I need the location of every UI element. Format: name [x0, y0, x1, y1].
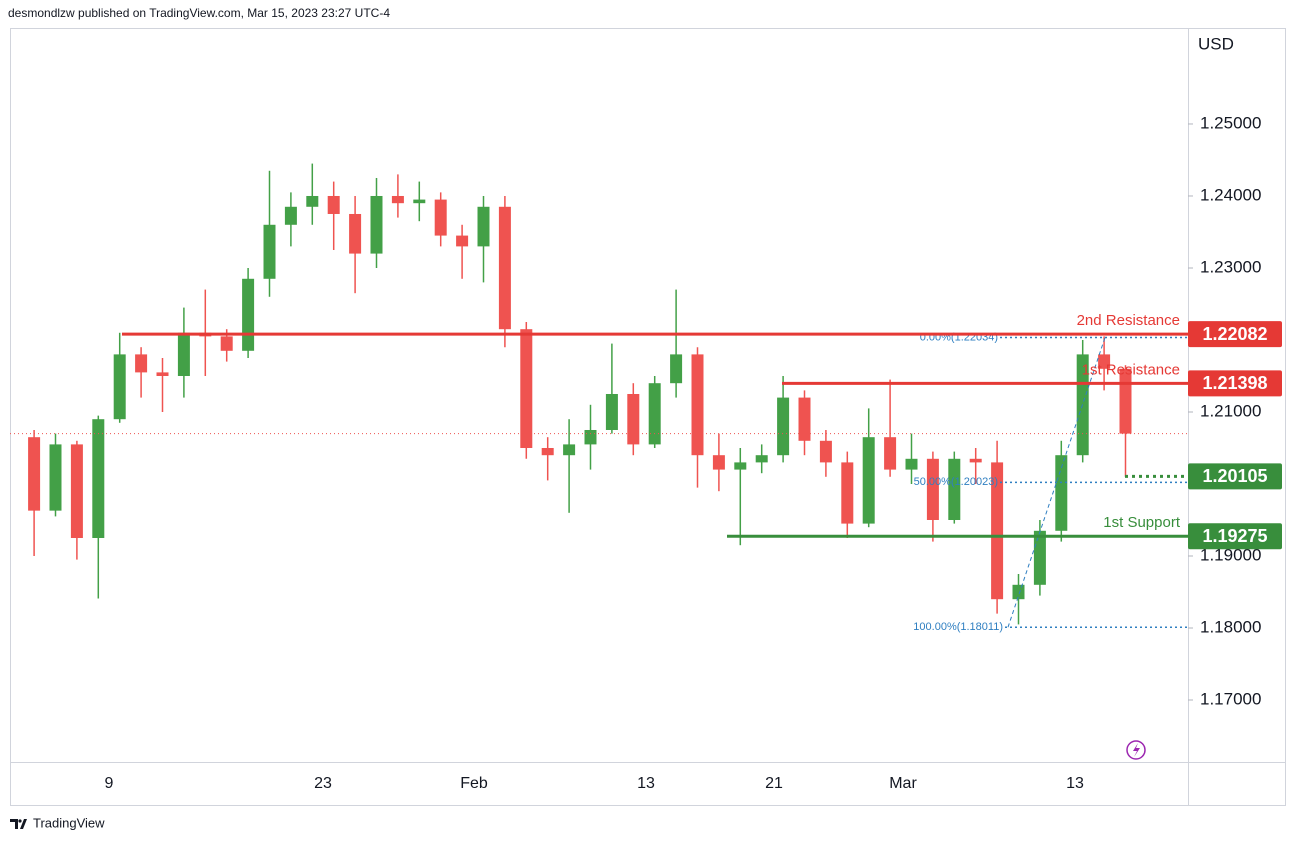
candle-body [391, 195, 404, 204]
lightning-icon[interactable] [1126, 740, 1146, 760]
x-tick-label: 13 [637, 775, 655, 792]
candle-body [327, 195, 340, 214]
fib-trend-line [1007, 337, 1106, 628]
candle-body [49, 444, 62, 511]
candle-body [1033, 530, 1046, 585]
fib-label: 100.00%(1.18011) [913, 621, 1003, 633]
candle-body [884, 437, 897, 470]
candle-body [520, 329, 533, 448]
candle-body [819, 440, 832, 463]
candle-body [1055, 455, 1068, 531]
x-tick-label: Mar [889, 775, 917, 792]
candle-body [306, 195, 319, 207]
candle-body [263, 224, 276, 279]
tradingview-logo [10, 819, 27, 829]
candle-body [862, 437, 875, 524]
candle-body [92, 419, 105, 538]
candle-body [242, 278, 255, 351]
candle-body [434, 199, 447, 236]
price-badge-label: 1.20105 [1202, 466, 1267, 486]
candle-body [349, 213, 362, 254]
logo-mark [10, 819, 27, 829]
price-badge [1188, 321, 1282, 348]
x-tick-label: Feb [460, 775, 488, 792]
candle-body [284, 206, 297, 225]
x-tick-label: 9 [105, 775, 114, 792]
price-badge-label: 1.22082 [1202, 324, 1267, 344]
candle-body [627, 393, 640, 445]
icon-bolt[interactable] [1133, 743, 1140, 757]
fib-label: 50.00%(1.20023) [914, 476, 998, 488]
candle-body [70, 444, 83, 538]
candle-body [734, 462, 747, 470]
level-name: 1st Resistance [1082, 361, 1180, 378]
candle-body [177, 332, 190, 376]
currency-label: USD [1198, 34, 1234, 53]
candle-body [969, 458, 982, 463]
y-tick-label: 1.25000 [1200, 113, 1261, 132]
x-tick-label: 13 [1066, 775, 1084, 792]
candle-body [498, 206, 511, 330]
footer-brand: TradingView [33, 815, 105, 830]
candle-body [113, 354, 126, 420]
candle-body [584, 429, 597, 445]
candle-body [1119, 368, 1132, 434]
price-badge-label: 1.21398 [1202, 373, 1267, 393]
chart-frame [10, 28, 1286, 806]
price-badge [1188, 523, 1282, 550]
y-tick-label: 1.24000 [1200, 185, 1261, 204]
candle-body [220, 336, 233, 351]
candle-body [755, 455, 768, 463]
price-badge [1188, 463, 1282, 490]
candle-body [648, 383, 661, 445]
y-tick-label: 1.18000 [1200, 617, 1261, 636]
logo-dot [18, 819, 22, 823]
candle-body [926, 458, 939, 520]
y-tick-label: 1.23000 [1200, 257, 1261, 276]
candle-body [841, 462, 854, 524]
candle-body [1098, 354, 1111, 369]
candle-body [948, 458, 961, 520]
publisher-header: desmondlzw published on TradingView.com,… [8, 6, 390, 20]
y-tick-label: 1.19000 [1200, 545, 1261, 564]
x-tick-label: 21 [765, 775, 783, 792]
y-tick-label: 1.21000 [1200, 401, 1261, 420]
x-tick-label: 23 [314, 775, 332, 792]
candle-body [477, 206, 490, 247]
candle-body [28, 437, 41, 511]
candle-body [135, 354, 148, 373]
candle-body [413, 199, 426, 204]
price-badge [1188, 370, 1282, 397]
level-name: 1st Support [1103, 514, 1181, 531]
candle-body [1012, 584, 1025, 600]
candle-body [670, 354, 683, 384]
level-name: 2nd Resistance [1077, 312, 1180, 329]
y-tick-label: 1.17000 [1200, 689, 1261, 708]
candle-body [777, 397, 790, 456]
candle-body [456, 235, 469, 247]
candles [28, 163, 1132, 625]
candle-body [798, 397, 811, 441]
candle-body [541, 447, 554, 456]
candle-body [563, 444, 576, 456]
candle-body [905, 458, 918, 470]
candle-body [370, 195, 383, 254]
icon-circle[interactable] [1126, 740, 1146, 760]
price-badge-label: 1.19275 [1202, 526, 1267, 546]
candle-body [691, 354, 704, 456]
candle-body [605, 393, 618, 430]
candle-body [991, 462, 1004, 600]
candle-body [156, 372, 169, 376]
candle-body [712, 455, 725, 470]
